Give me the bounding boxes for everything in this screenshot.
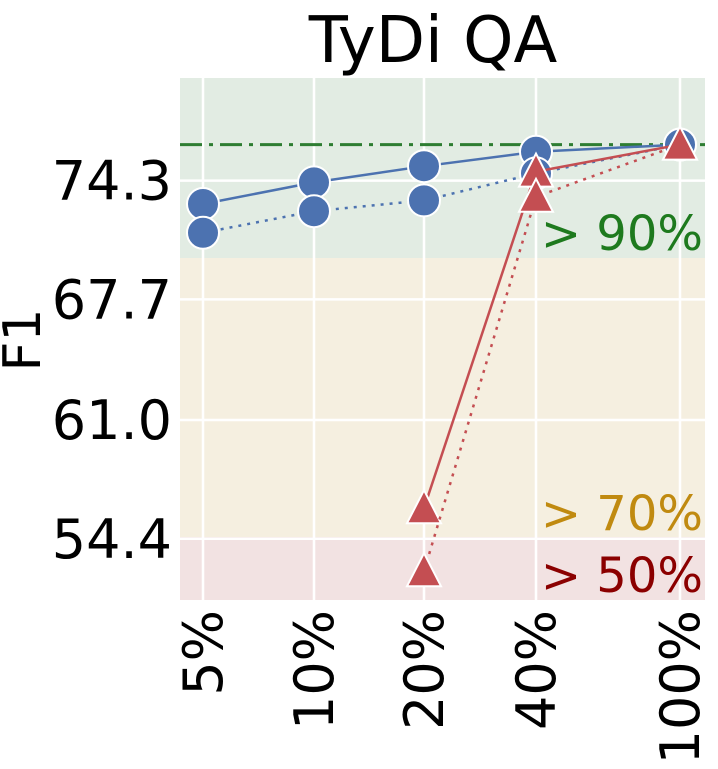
y-tick-label: 67.7 [52,268,172,331]
band-labels: > 90% > 70% > 50% [541,206,703,604]
data-point [517,176,555,213]
data-point [186,215,220,250]
x-tick-label: 5% [172,610,235,696]
y-tick-label: 61.0 [52,389,172,452]
y-tick-label: 74.3 [52,150,172,213]
data-point [407,183,441,218]
band-label: > 70% [541,486,703,542]
y-tick-label: 54.4 [52,508,172,571]
band-label: > 90% [541,206,703,262]
data-point [405,488,443,525]
data-point [297,194,331,229]
band-1 [180,258,705,537]
y-tick-labels: 74.3 67.7 61.0 54.4 [52,150,172,571]
data-point [186,187,220,221]
data-point [297,165,331,200]
y-axis-label: F1 [0,309,53,372]
data-point [405,551,443,588]
band-2 [180,537,705,600]
series-group [186,124,699,588]
grid-lines [180,78,705,600]
chart-title: TyDi QA [308,4,558,78]
data-point [407,149,441,184]
x-tick-labels: 5% 10% 20% 40% 100% [172,610,712,764]
x-tick-label: 100% [649,610,712,764]
band-label: > 50% [541,548,703,604]
x-tick-label: 10% [283,610,346,730]
x-tick-label: 40% [505,610,568,730]
data-point [661,124,699,161]
x-tick-label: 20% [393,610,456,730]
